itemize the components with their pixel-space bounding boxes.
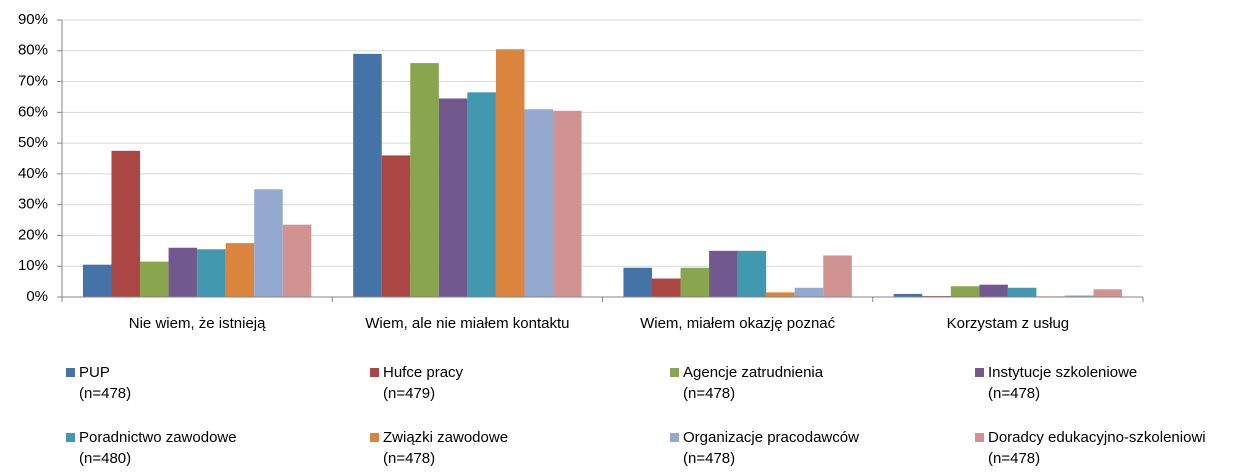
- legend-sample: (n=478): [988, 385, 1040, 402]
- bar: [438, 98, 468, 297]
- bar: [111, 150, 141, 297]
- bar: [225, 243, 255, 297]
- bar: [823, 255, 852, 297]
- legend-swatch: [370, 433, 379, 442]
- legend-sample: (n=478): [79, 385, 131, 402]
- legend-label: Organizacje pracodawców: [683, 429, 859, 446]
- x-tick-label: Wiem, ale nie miałem kontaktu: [365, 315, 569, 332]
- legend-label: Związki zawodowe: [383, 429, 508, 446]
- bar: [524, 109, 554, 297]
- bar: [553, 110, 582, 298]
- bar: [282, 224, 312, 297]
- bar: [495, 49, 525, 297]
- y-tick-label: 20%: [18, 226, 48, 243]
- bar: [1093, 289, 1123, 297]
- legend-label: Poradnictwo zawodowe: [79, 429, 237, 446]
- bar: [254, 189, 283, 297]
- y-tick-label: 70%: [18, 73, 48, 90]
- legend-swatch: [670, 368, 679, 377]
- x-tick-label: Korzystam z usług: [947, 315, 1070, 332]
- bar: [623, 267, 652, 297]
- legend-sample: (n=480): [79, 450, 131, 467]
- x-tick-label: Nie wiem, że istnieją: [129, 315, 266, 332]
- legend-swatch: [975, 433, 984, 442]
- y-tick-label: 60%: [18, 103, 48, 120]
- bar: [979, 284, 1008, 297]
- bar: [82, 264, 112, 297]
- legend-label: Hufce pracy: [383, 364, 464, 381]
- bar: [766, 292, 795, 297]
- legend-swatch: [670, 433, 679, 442]
- legend-label: Doradcy edukacyjno-szkoleniowi: [988, 429, 1206, 446]
- legend-sample: (n=479): [383, 385, 435, 402]
- legend-swatch: [66, 433, 75, 442]
- bar: [709, 250, 738, 297]
- bar: [651, 278, 681, 297]
- bar: [1064, 295, 1094, 297]
- bar: [467, 92, 496, 297]
- bar: [680, 267, 710, 297]
- legend-swatch: [975, 368, 984, 377]
- legend-sample: (n=478): [383, 450, 435, 467]
- legend-sample: (n=478): [683, 450, 735, 467]
- y-tick-label: 80%: [18, 42, 48, 59]
- bar: [737, 250, 767, 297]
- legend-swatch: [370, 368, 379, 377]
- bar: [794, 287, 824, 297]
- bar: [168, 247, 198, 297]
- y-tick-label: 90%: [18, 11, 48, 28]
- legend-sample: (n=478): [988, 450, 1040, 467]
- x-tick-label: Wiem, miałem okazję poznać: [640, 315, 836, 332]
- bar: [197, 249, 226, 297]
- bar: [950, 286, 980, 297]
- y-tick-label: 30%: [18, 196, 48, 213]
- bar: [410, 63, 439, 297]
- legend-label: PUP: [79, 364, 110, 381]
- bar: [140, 261, 169, 297]
- legend-swatch: [66, 368, 75, 377]
- bar: [381, 155, 411, 297]
- bar: [1007, 287, 1037, 297]
- y-tick-label: 50%: [18, 134, 48, 151]
- bar: [353, 53, 382, 297]
- y-tick-label: 10%: [18, 257, 48, 274]
- legend-sample: (n=478): [683, 385, 735, 402]
- legend-label: Agencje zatrudnienia: [683, 364, 824, 381]
- bar: [893, 293, 923, 297]
- legend-label: Instytucje szkoleniowe: [988, 364, 1137, 381]
- y-tick-label: 40%: [18, 165, 48, 182]
- y-tick-label: 0%: [26, 288, 48, 305]
